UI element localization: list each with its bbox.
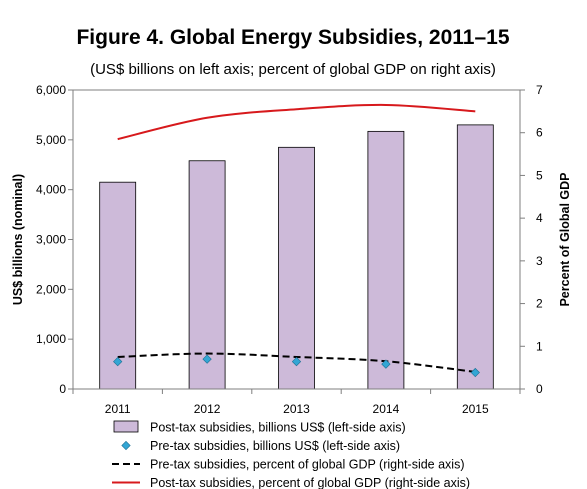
right-tick-label: 7 (536, 83, 543, 97)
right-tick-label: 6 (536, 126, 543, 140)
left-axis-title: US$ billions (nominal) (11, 174, 25, 305)
pre-tax-marker-2011 (113, 356, 123, 367)
left-tick-label: 5,000 (36, 133, 66, 147)
pre-tax-marker-2012 (202, 354, 212, 364)
left-tick-label: 1,000 (36, 332, 66, 346)
x-axis: 2011 2012 2013 2014 2015 (72, 389, 521, 416)
left-tick-label: 0 (59, 382, 66, 396)
lines-layer (117, 103, 476, 373)
post-tax-bar-2013 (278, 146, 315, 390)
bars-layer (99, 124, 494, 390)
legend-label: Pre-tax subsidies, percent of global GDP… (150, 458, 465, 472)
x-tick-label: 2014 (373, 402, 400, 416)
right-tick-label: 5 (536, 168, 543, 182)
right-axis: 0 1 2 3 4 5 6 7 (520, 83, 543, 396)
right-tick-label: 2 (536, 297, 543, 311)
right-tick-label: 4 (536, 211, 543, 225)
left-tick-label: 3,000 (36, 233, 66, 247)
right-tick-label: 0 (536, 382, 543, 396)
right-axis-title: Percent of Global GDP (558, 172, 572, 306)
left-tick-label: 4,000 (36, 183, 66, 197)
right-tick-label: 1 (536, 339, 543, 353)
pre-tax-percent-line (117, 352, 476, 373)
x-tick-label: 2013 (283, 402, 310, 416)
chart-subtitle: (US$ billions on left axis; percent of g… (90, 61, 496, 78)
legend-label: Pre-tax subsidies, billions US$ (left-si… (150, 439, 400, 453)
post-tax-bar-2011 (99, 181, 137, 390)
legend: Post-tax subsidies, billions US$ (left-s… (112, 421, 470, 489)
legend-swatch-marker (121, 440, 131, 451)
legend-label: Post-tax subsidies, percent of global GD… (150, 476, 470, 489)
legend-label: Post-tax subsidies, billions US$ (left-s… (150, 421, 406, 435)
x-tick-label: 2011 (105, 402, 131, 416)
right-tick-label: 3 (536, 254, 543, 268)
pre-tax-marker-2013 (291, 356, 302, 367)
chart-title: Figure 4. Global Energy Subsidies, 2011–… (76, 26, 509, 49)
post-tax-bar-2012 (188, 160, 226, 390)
post-tax-bar-2014 (367, 130, 405, 390)
pre-tax-marker-2015 (470, 367, 480, 378)
left-tick-label: 6,000 (36, 83, 66, 97)
legend-swatch-bar (113, 420, 139, 433)
pre-tax-marker-2014 (381, 359, 391, 369)
left-axis: 0 1,000 2,000 3,000 4,000 5,000 6,000 (36, 83, 73, 396)
left-tick-label: 2,000 (36, 282, 66, 296)
markers-layer (113, 354, 480, 378)
x-tick-label: 2012 (194, 402, 221, 416)
x-tick-label: 2015 (462, 402, 489, 416)
post-tax-percent-line (117, 103, 476, 141)
post-tax-bar-2015 (456, 124, 494, 390)
